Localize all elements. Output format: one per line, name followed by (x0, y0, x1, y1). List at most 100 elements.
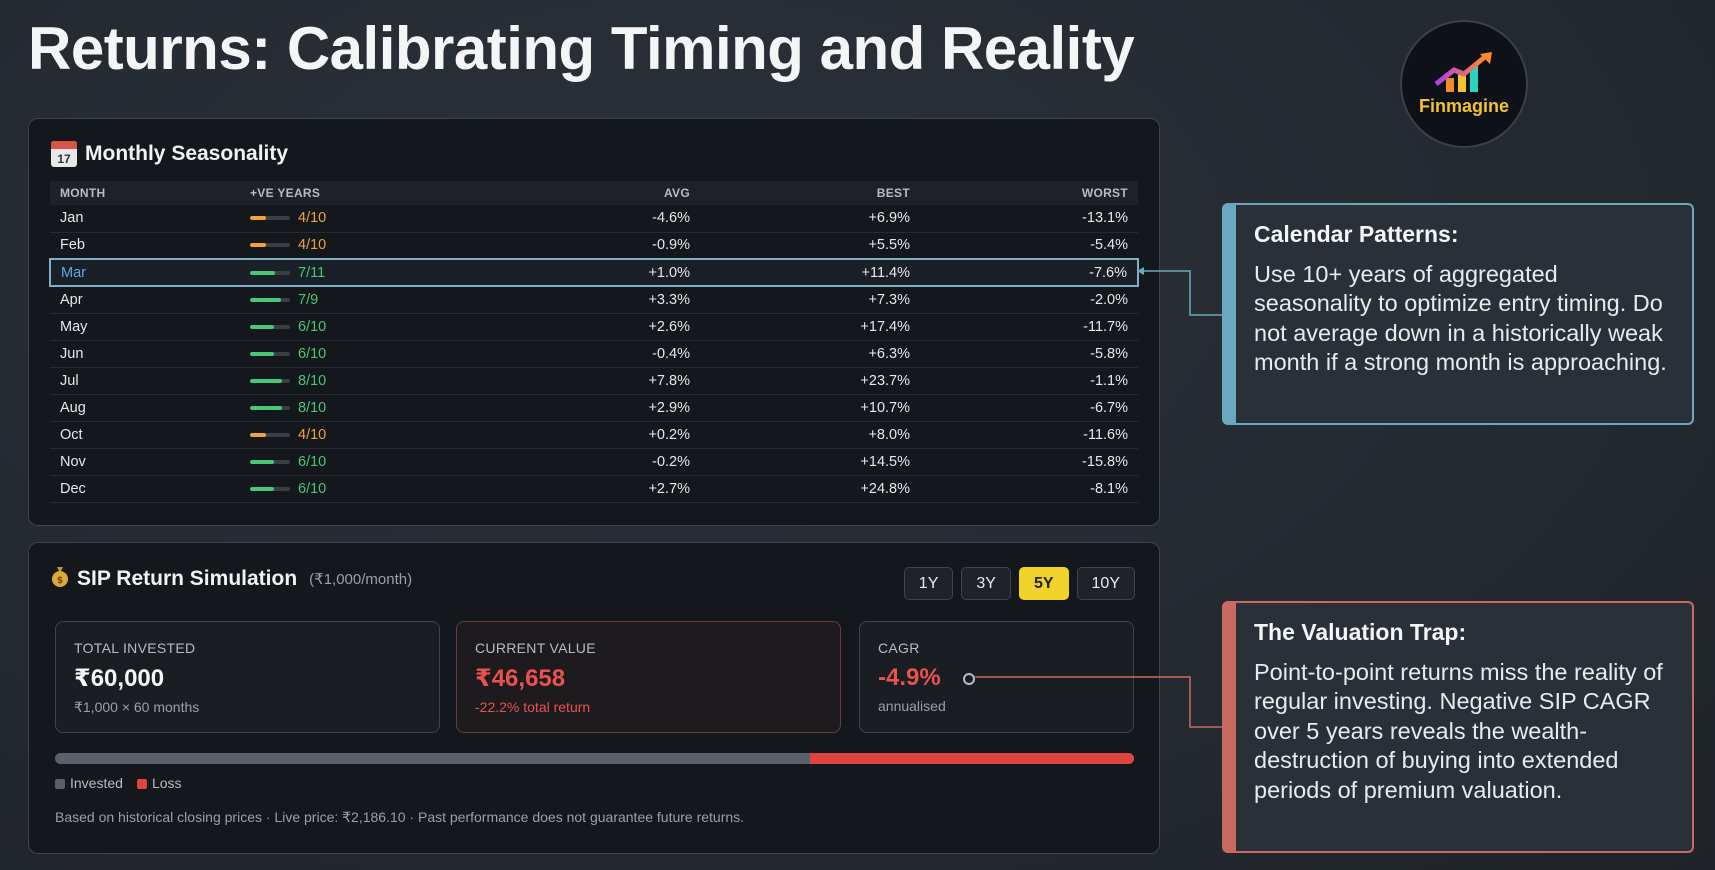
timeframe-3y-button[interactable]: 3Y (961, 567, 1011, 600)
table-row[interactable]: Dec 6/10 +2.7% +24.8% -8.1% (50, 475, 1138, 503)
cell-years: 8/10 (240, 367, 570, 395)
card-subtext: ₹1,000 × 60 months (74, 699, 200, 715)
cell-month: Mar (49, 258, 240, 287)
cell-best: +6.3% (700, 340, 920, 368)
cell-month: Nov (50, 448, 240, 476)
calendar-icon: 17 (51, 141, 77, 167)
table-row[interactable]: Aug 8/10 +2.9% +10.7% -6.7% (50, 394, 1138, 422)
cell-best: +6.9% (700, 205, 920, 233)
callout-body: Use 10+ years of aggregated seasonality … (1254, 261, 1667, 376)
legend-swatch-icon (55, 779, 65, 789)
cagr-card: CAGR -4.9% annualised (859, 621, 1134, 733)
invested-vs-loss-bar (55, 753, 1134, 764)
bar-fill (250, 486, 274, 491)
cell-avg: -4.6% (570, 205, 700, 233)
bar-fill (250, 432, 266, 437)
col-month: MONTH (50, 181, 240, 205)
cell-month: Jun (50, 340, 240, 368)
legend-loss: Loss (136, 775, 182, 791)
table-row[interactable]: Apr 7/9 +3.3% +7.3% -2.0% (50, 286, 1138, 314)
loss-segment (810, 753, 1134, 764)
cell-best: +14.5% (700, 448, 920, 476)
table-row[interactable]: Nov 6/10 -0.2% +14.5% -15.8% (50, 448, 1138, 476)
cell-worst: -6.7% (920, 394, 1138, 422)
sip-subtitle: (₹1,000/month) (309, 571, 413, 588)
table-row[interactable]: Jun 6/10 -0.4% +6.3% -5.8% (50, 340, 1138, 368)
rising-chart-icon (1434, 51, 1492, 92)
cell-avg: +7.8% (570, 367, 700, 395)
positive-years-bar (250, 216, 290, 221)
cell-worst: -15.8% (920, 448, 1138, 476)
seasonality-table: MONTH +VE YEARS AVG BEST WORST Jan 4/10 -4… (49, 181, 1139, 503)
table-row[interactable]: Mar 7/11 +1.0% +11.4% -7.6% (49, 258, 1139, 287)
cell-avg: +1.0% (570, 258, 700, 287)
table-row[interactable]: Feb 4/10 -0.9% +5.5% -5.4% (50, 232, 1138, 260)
timeframe-1y-button[interactable]: 1Y (903, 567, 954, 600)
cell-best: +5.5% (700, 232, 920, 260)
card-value: -4.9% (878, 664, 941, 691)
cagr-value-row: -4.9% (878, 664, 1115, 692)
col-best: BEST (700, 181, 920, 205)
years-text: 7/11 (298, 264, 326, 281)
bar-fill (250, 378, 282, 383)
table-row[interactable]: Oct 4/10 +0.2% +8.0% -11.6% (50, 421, 1138, 449)
cell-years: 6/10 (240, 313, 570, 341)
callout-title: Calendar Patterns: (1254, 221, 1459, 247)
sip-title-row: $ SIP Return Simulation (₹1,000/month) (51, 565, 412, 593)
bar-legend: Invested Loss (55, 775, 182, 791)
cell-month: Apr (50, 286, 240, 314)
positive-years-bar (250, 459, 290, 464)
years-text: 4/10 (298, 426, 327, 443)
bar-fill (250, 459, 274, 464)
bar-fill (250, 297, 282, 302)
cell-worst: -8.1% (920, 475, 1138, 503)
positive-years-bar (250, 378, 290, 383)
cell-best: +24.8% (700, 475, 920, 503)
timeframe-10y-button[interactable]: 10Y (1076, 567, 1135, 600)
cell-month: Jan (50, 205, 240, 233)
cell-month: Dec (50, 475, 240, 503)
positive-years-bar (250, 405, 290, 410)
calendar-patterns-callout: Calendar Patterns: Use 10+ years of aggr… (1222, 203, 1694, 425)
legend-label: Invested (70, 775, 123, 791)
timeframe-5y-button[interactable]: 5Y (1018, 567, 1069, 600)
positive-years-bar (250, 324, 290, 329)
table-row[interactable]: Jan 4/10 -4.6% +6.9% -13.1% (50, 205, 1138, 233)
positive-years-bar (250, 297, 290, 302)
cell-years: 7/9 (240, 286, 570, 314)
positive-years-bar (250, 432, 290, 437)
legend-invested: Invested (55, 775, 123, 791)
cell-years: 6/10 (240, 448, 570, 476)
cell-avg: +2.9% (570, 394, 700, 422)
seasonality-panel: 17 Monthly Seasonality MONTH +VE YEARS A… (28, 118, 1160, 526)
money-bag-icon: $ (51, 565, 69, 593)
sip-simulation-panel: $ SIP Return Simulation (₹1,000/month) 1… (28, 542, 1160, 854)
cell-years: 4/10 (240, 205, 570, 233)
years-text: 6/10 (298, 318, 327, 335)
callout-title: The Valuation Trap: (1254, 619, 1467, 645)
col-avg: AVG (570, 181, 700, 205)
years-text: 4/10 (298, 210, 327, 227)
bar-fill (250, 324, 274, 329)
cell-avg: +2.7% (570, 475, 700, 503)
cell-years: 8/10 (240, 394, 570, 422)
brand-logo: Finmagine (1400, 20, 1528, 148)
cell-month: Aug (50, 394, 240, 422)
seasonality-title: Monthly Seasonality (85, 142, 289, 165)
years-text: 7/9 (298, 291, 319, 308)
card-subtext: -22.2% total return (475, 699, 591, 715)
cell-years: 7/11 (240, 258, 570, 287)
bar-fill (250, 270, 276, 275)
positive-years-bar (250, 351, 290, 356)
card-value: ₹60,000 (74, 665, 165, 692)
svg-text:$: $ (57, 576, 63, 586)
cell-best: +23.7% (700, 367, 920, 395)
legend-swatch-icon (136, 779, 147, 789)
table-row[interactable]: May 6/10 +2.6% +17.4% -11.7% (50, 313, 1138, 341)
cell-month: May (50, 313, 240, 341)
positive-years-bar (250, 243, 290, 248)
cell-avg: -0.4% (570, 340, 700, 368)
card-value: ₹46,658 (475, 665, 566, 692)
table-row[interactable]: Jul 8/10 +7.8% +23.7% -1.1% (50, 367, 1138, 395)
cell-best: +7.3% (700, 286, 920, 314)
